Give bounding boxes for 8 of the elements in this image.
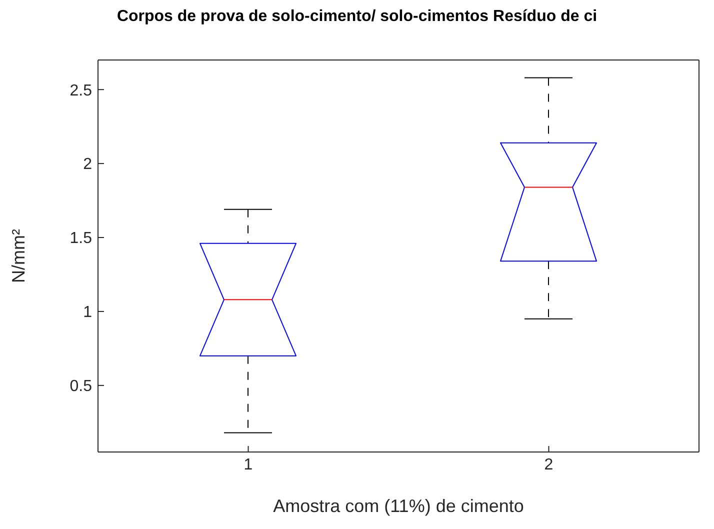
y-tick-label: 1 [83, 304, 92, 322]
x-axis-title: Amostra com (11%) de cimento [273, 496, 524, 516]
y-tick-label: 2 [83, 156, 92, 174]
y-tick-label: 0.5 [70, 378, 92, 396]
y-tick-label: 2.5 [70, 82, 92, 100]
y-axis-title: N/mm² [8, 229, 28, 283]
chart-title: Corpos de prova de solo-cimento/ solo-cimentos Resíduo de ci [116, 8, 598, 27]
y-tick-label: 1.5 [70, 230, 92, 248]
